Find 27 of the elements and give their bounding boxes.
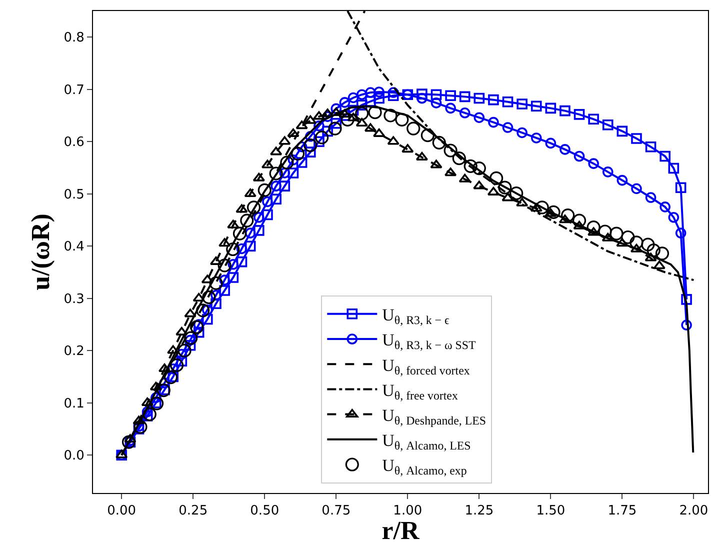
y-tick-label: 0.8 [64, 30, 84, 46]
y-tick-label: 0.1 [64, 396, 84, 412]
legend-label: U$_{θ, free vortex}$ [382, 380, 458, 402]
y-tick-label: 0.7 [64, 82, 84, 98]
x-tick-label: 1.00 [393, 504, 422, 519]
y-axis-title: u/(ωR) [26, 214, 56, 290]
y-tick-label: 0.4 [64, 240, 84, 255]
x-axis-title: r/R [382, 516, 420, 545]
legend-label: U$_{θ, R3, k − ϵ}$ [382, 306, 450, 328]
y-tick-label: 0.6 [64, 135, 84, 150]
y-tick-label: 0.3 [64, 292, 84, 307]
x-tick-label: 1.25 [464, 504, 494, 519]
y-tick-label: 0.2 [64, 344, 84, 360]
x-tick-label: 0.50 [250, 504, 280, 519]
legend-label: U$_{θ, Alcamo, exp}$ [382, 456, 467, 478]
x-tick-label: 0.75 [322, 504, 351, 519]
y-tick-label: 0.0 [64, 448, 84, 464]
legend-label: U$_{θ, Deshpande, LES}$ [382, 406, 486, 428]
x-tick-label: 1.50 [536, 504, 566, 519]
x-tick-label: 2.00 [679, 504, 708, 519]
x-tick-label: 0.00 [107, 504, 136, 519]
legend-label: U$_{θ, R3, k − ω SST}$ [382, 330, 477, 352]
legend-label: U$_{θ, forced vortex}$ [382, 356, 470, 378]
y-tick-label: 0.5 [64, 187, 84, 202]
legend-label: U$_{θ, Alcamo, LES}$ [382, 431, 471, 453]
x-tick-label: 1.75 [608, 504, 637, 519]
x-tick-label: 0.25 [178, 504, 208, 519]
